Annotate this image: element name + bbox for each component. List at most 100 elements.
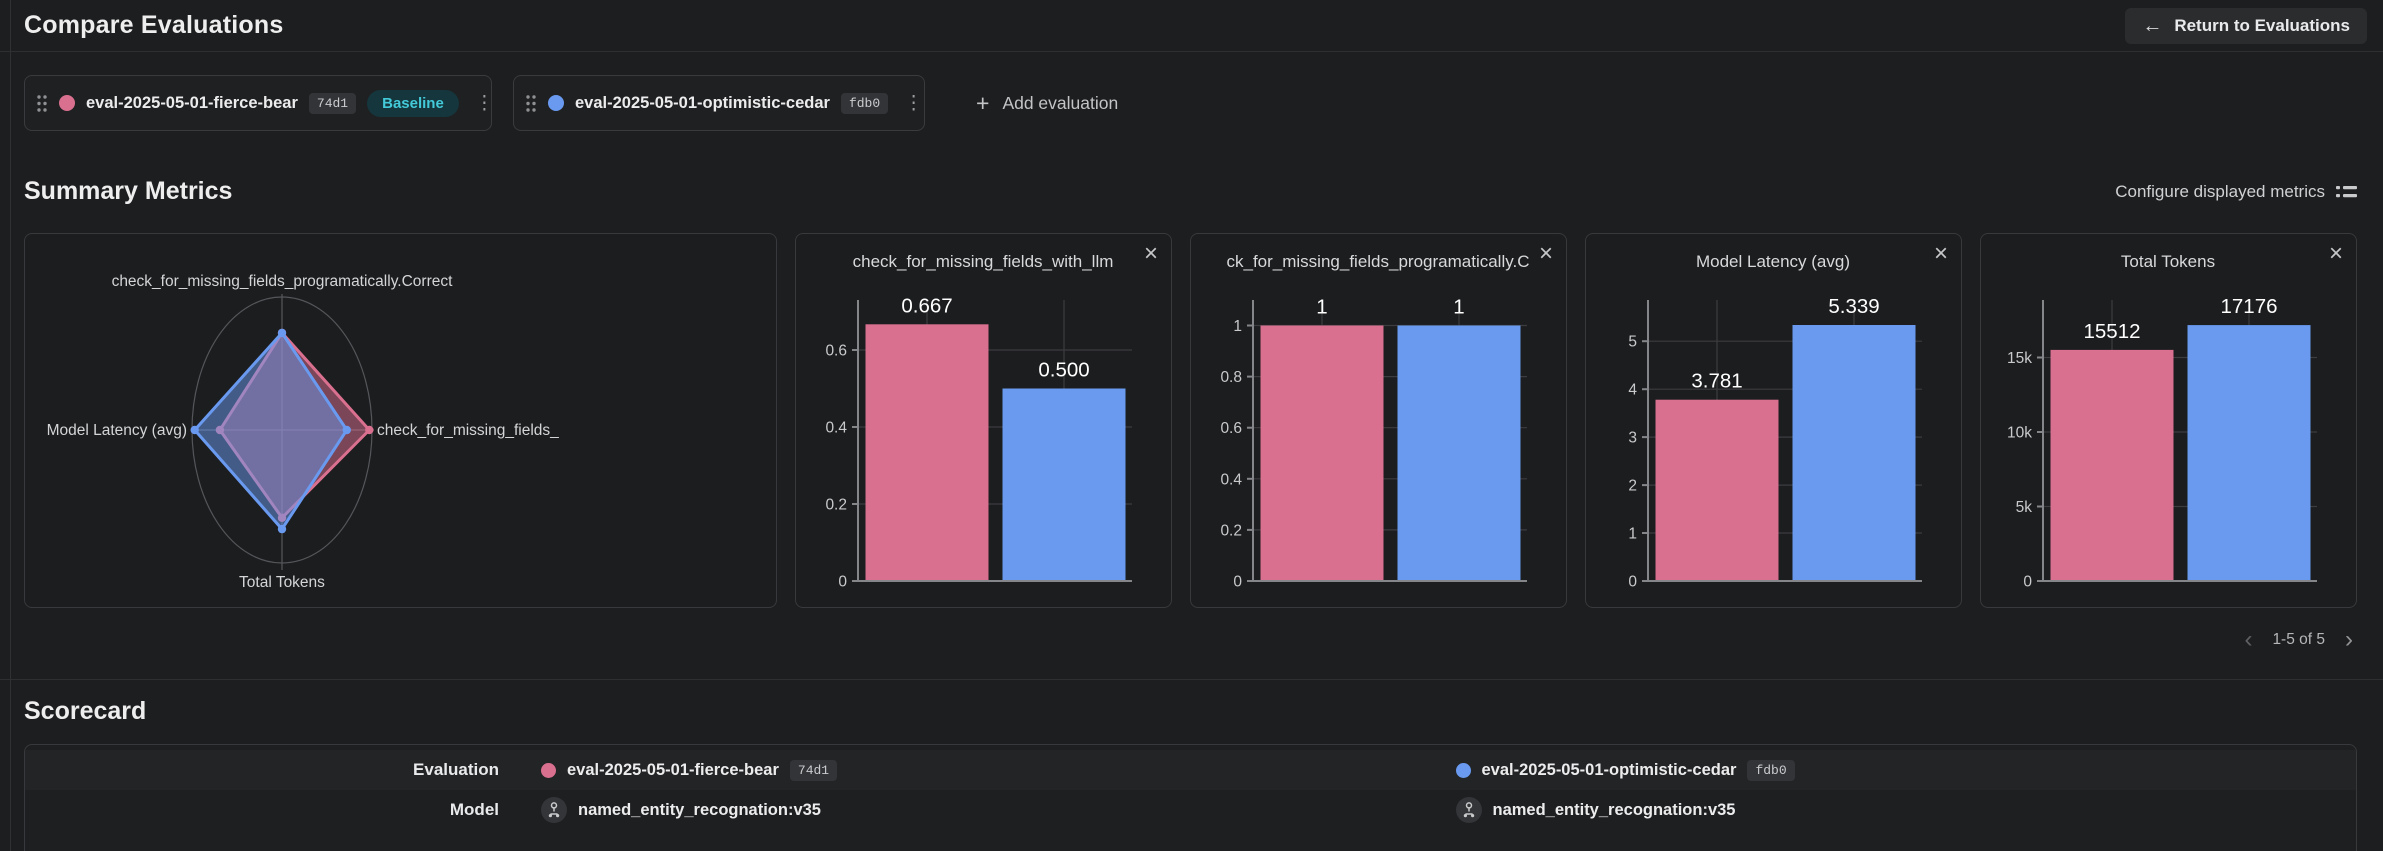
radar-point	[342, 425, 351, 435]
radar-series-eval-2025-05-01-optimistic-cedar	[193, 331, 349, 531]
scorecard-row-model: Model named_entity_recognation:v35 named…	[25, 790, 2356, 830]
evaluation-name: eval-2025-05-01-fierce-bear	[86, 93, 298, 112]
bar-eval-2025-05-01-fierce-bear	[865, 324, 989, 581]
y-tick-label: 0.2	[1220, 522, 1242, 539]
scorecard-table: Evaluation eval-2025-05-01-fierce-bear 7…	[24, 744, 2357, 851]
radar-point	[277, 328, 287, 338]
radar-axis-label-bottom: Total Tokens	[239, 574, 325, 591]
cards-pagination: ‹ 1-5 of 5 ›	[0, 628, 2353, 652]
summary-metrics-title: Summary Metrics	[24, 177, 233, 205]
y-tick-label: 0.2	[825, 497, 847, 514]
pagination-next-icon[interactable]: ›	[2345, 626, 2353, 653]
evaluation-hash-badge: fdb0	[1747, 759, 1795, 781]
bar-value-label: 5.339	[1828, 295, 1879, 318]
close-icon[interactable]: ×	[1143, 240, 1158, 267]
scorecard-row-label: Model	[449, 800, 499, 819]
back-arrow-icon: ←	[2142, 14, 2163, 37]
summary-metric-cards: check_for_missing_fields_programatically…	[24, 233, 2357, 608]
y-tick-label: 15k	[2007, 350, 2032, 367]
y-tick-label: 0	[1628, 574, 1637, 591]
bar-chart-title: check_for_missing_fields_with_llm	[853, 252, 1114, 271]
bar-value-label: 3.781	[1691, 370, 1742, 393]
close-icon[interactable]: ×	[2328, 240, 2343, 267]
drag-handle[interactable]	[36, 94, 48, 113]
scorecard-evaluation-eval-2025-05-01-fierce-bear: eval-2025-05-01-fierce-bear 74d1	[505, 759, 1431, 781]
y-tick-label: 0	[2023, 574, 2032, 591]
bar-eval-2025-05-01-optimistic-cedar	[1397, 325, 1521, 581]
configure-displayed-metrics-button[interactable]: Configure displayed metrics	[2115, 182, 2357, 202]
bar-value-label: 17176	[2220, 295, 2277, 318]
evaluation-color-dot	[1455, 762, 1471, 778]
bar-chart-svg: Total Tokens 0 5k 10k 15k 15512 17176	[2007, 252, 2317, 591]
bar-chart-svg: Model Latency (avg) 0 1 2 3 4 5 3.781 5.…	[1628, 252, 1922, 591]
y-tick-label: 0	[838, 574, 847, 591]
evaluation-chip-eval-2025-05-01-optimistic-cedar[interactable]: eval-2025-05-01-optimistic-cedar fdb0 ⋮	[513, 75, 925, 131]
close-icon[interactable]: ×	[1933, 240, 1948, 267]
y-tick-label: 5	[1628, 334, 1637, 351]
y-tick-label: 2	[1628, 478, 1637, 495]
radar-chart-card: check_for_missing_fields_programatically…	[24, 233, 777, 608]
scorecard-row-label: Evaluation	[413, 760, 499, 779]
chip-menu-kebab-icon[interactable]: ⋮	[899, 92, 928, 115]
bar-value-label: 1	[1453, 296, 1464, 319]
bar-eval-2025-05-01-fierce-bear	[1655, 399, 1779, 581]
drag-handle[interactable]	[525, 94, 537, 113]
evaluation-hash-badge: 74d1	[308, 92, 357, 114]
y-tick-label: 5k	[2016, 499, 2033, 516]
plus-icon: +	[976, 89, 990, 116]
chip-menu-kebab-icon[interactable]: ⋮	[470, 92, 499, 115]
scorecard-header: Scorecard	[24, 697, 2357, 726]
baseline-badge: Baseline	[367, 89, 459, 117]
evaluation-name: eval-2025-05-01-optimistic-cedar	[1481, 760, 1737, 779]
bar-eval-2025-05-01-optimistic-cedar	[1792, 325, 1916, 581]
bar-eval-2025-05-01-optimistic-cedar	[2187, 325, 2311, 581]
add-evaluation-button[interactable]: + Add evaluation	[976, 89, 1118, 116]
evaluation-color-dot	[541, 762, 556, 778]
bar-value-label: 15512	[2083, 320, 2140, 343]
bar-chart-card-ck-for-missing-fields-programatically-c: × ck_for_missing_fields_programatically.…	[1190, 233, 1567, 608]
configure-metrics-icon	[2336, 185, 2357, 197]
radar-axis-label-left: Model Latency (avg)	[47, 422, 187, 439]
y-tick-label: 0.4	[825, 420, 847, 437]
summary-metrics-header: Summary Metrics Configure displayed metr…	[24, 177, 2357, 206]
close-icon[interactable]: ×	[1538, 240, 1553, 267]
bar-value-label: 1	[1316, 296, 1327, 319]
y-tick-label: 4	[1628, 382, 1637, 399]
scorecard-evaluation-eval-2025-05-01-optimistic-cedar: eval-2025-05-01-optimistic-cedar fdb0	[1431, 759, 2357, 781]
bar-chart-title: Total Tokens	[2121, 252, 2215, 271]
drag-handle-icon	[526, 94, 536, 112]
scorecard-row-evaluation: Evaluation eval-2025-05-01-fierce-bear 7…	[25, 750, 2356, 790]
model-object-icon	[1455, 797, 1482, 823]
configure-label: Configure displayed metrics	[2115, 181, 2325, 201]
bar-chart-title: ck_for_missing_fields_programatically.C	[1227, 252, 1530, 271]
bar-eval-2025-05-01-fierce-bear	[2050, 349, 2174, 581]
y-tick-label: 0.4	[1220, 471, 1242, 488]
y-tick-label: 3	[1628, 430, 1637, 447]
model-name[interactable]: named_entity_recognation:v35	[578, 800, 821, 819]
model-object-icon	[541, 797, 567, 823]
scorecard-model-cell: named_entity_recognation:v35	[1431, 797, 2357, 823]
radar-point	[190, 425, 199, 435]
evaluation-color-dot	[59, 95, 75, 111]
return-to-evaluations-button[interactable]: ← Return to Evaluations	[2125, 7, 2367, 44]
bar-value-label: 0.667	[901, 294, 952, 317]
bar-chart-title: Model Latency (avg)	[1696, 252, 1850, 271]
evaluation-chip-eval-2025-05-01-fierce-bear[interactable]: eval-2025-05-01-fierce-bear 74d1 Baselin…	[24, 75, 494, 131]
model-name[interactable]: named_entity_recognation:v35	[1492, 800, 1736, 819]
page-title: Compare Evaluations	[24, 11, 284, 39]
pagination-prev-icon[interactable]: ‹	[2244, 626, 2253, 653]
radar-point	[277, 524, 287, 534]
bar-chart-card-model-latency-avg-: × Model Latency (avg) 0 1 2 3 4 5 3.781	[1585, 233, 1962, 608]
evaluation-name: eval-2025-05-01-fierce-bear	[567, 760, 779, 779]
bar-eval-2025-05-01-optimistic-cedar	[1002, 388, 1126, 581]
evaluation-color-dot	[548, 95, 564, 111]
scorecard-title: Scorecard	[24, 697, 147, 725]
bar-eval-2025-05-01-fierce-bear	[1260, 325, 1384, 581]
bar-chart-svg: ck_for_missing_fields_programatically.C …	[1220, 252, 1530, 591]
bar-chart-card-total-tokens: × Total Tokens 0 5k 10k 15k 15512 17176	[1980, 233, 2357, 608]
radar-axis-label-right: check_for_missing_fields_	[377, 422, 559, 439]
section-divider	[0, 679, 2383, 680]
y-tick-label: 0	[1233, 574, 1242, 591]
drag-handle-icon	[37, 94, 47, 112]
